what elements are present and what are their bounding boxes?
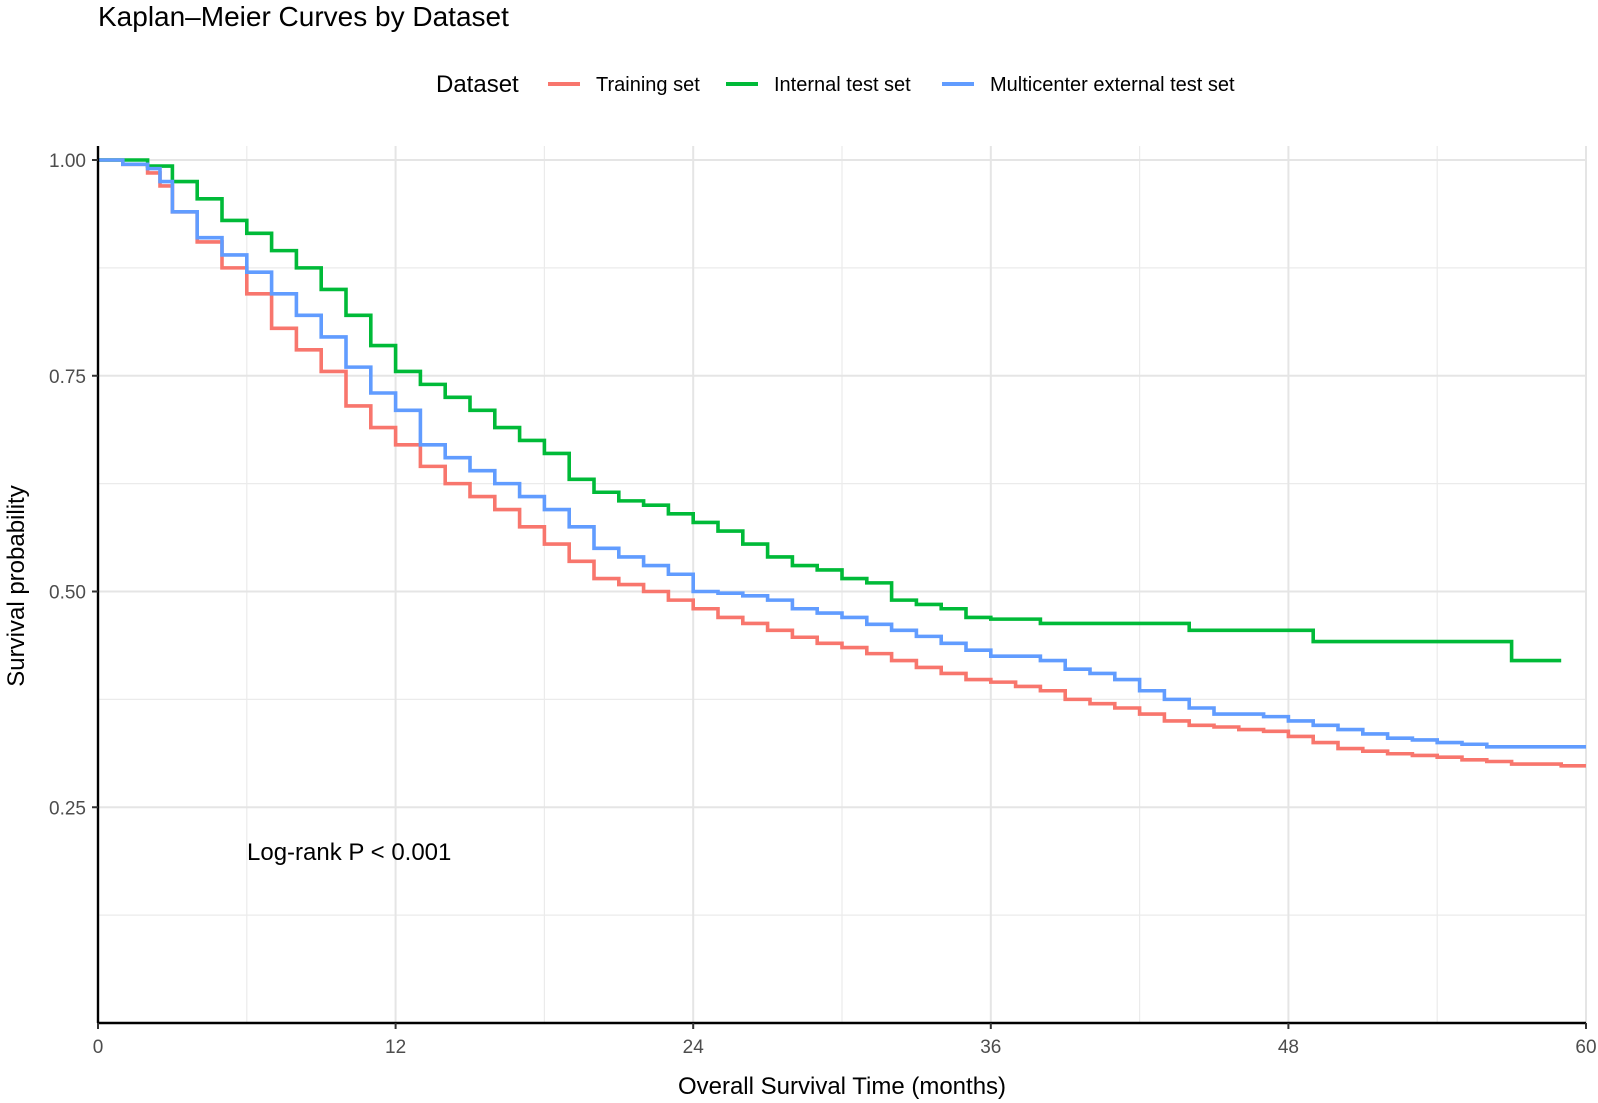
y-axis-ticks: 0.25 0.50 0.75 1.00 bbox=[49, 151, 98, 819]
minor-gridlines bbox=[98, 146, 1586, 1023]
km-curve-1 bbox=[98, 158, 1586, 768]
survival-curves bbox=[98, 158, 1586, 768]
x-tick-label: 0 bbox=[93, 1037, 104, 1058]
axes bbox=[96, 146, 1586, 1025]
chart-title: Kaplan–Meier Curves by Dataset bbox=[98, 1, 509, 32]
log-rank-annotation: Log-rank P < 0.001 bbox=[247, 839, 451, 866]
legend-label-3: Multicenter external test set bbox=[990, 74, 1235, 96]
y-tick-label: 0.50 bbox=[49, 583, 86, 604]
y-tick-label: 0.25 bbox=[49, 798, 86, 819]
km-curve-3 bbox=[98, 158, 1586, 749]
y-tick-label: 1.00 bbox=[49, 151, 86, 172]
x-tick-label: 48 bbox=[1278, 1037, 1299, 1058]
y-axis-title: Survival probability bbox=[3, 485, 30, 686]
legend-title: Dataset bbox=[436, 71, 519, 98]
legend-label-2: Internal test set bbox=[774, 74, 911, 96]
legend-label-1: Training set bbox=[596, 74, 700, 96]
x-tick-label: 60 bbox=[1575, 1037, 1596, 1058]
x-tick-label: 36 bbox=[980, 1037, 1001, 1058]
x-axis-ticks: 0 12 24 36 48 60 bbox=[93, 1023, 1597, 1058]
km-curve-2 bbox=[98, 158, 1562, 663]
x-tick-label: 12 bbox=[385, 1037, 406, 1058]
y-tick-label: 0.75 bbox=[49, 367, 86, 388]
legend: Dataset Training set Internal test set Mul… bbox=[436, 71, 1235, 98]
x-tick-label: 24 bbox=[683, 1037, 705, 1058]
x-axis-title: Overall Survival Time (months) bbox=[678, 1073, 1006, 1100]
